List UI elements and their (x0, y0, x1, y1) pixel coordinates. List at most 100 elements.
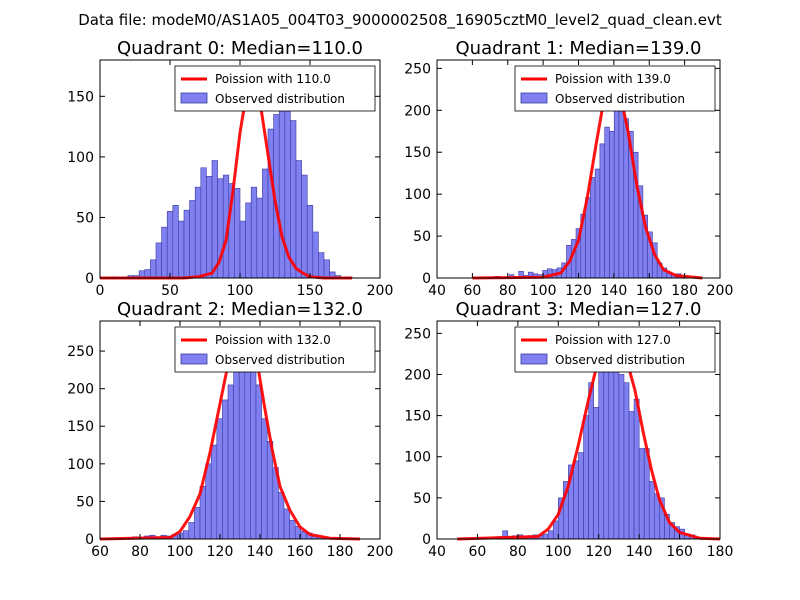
x-tick-label: 150 (297, 283, 324, 299)
histogram-bar (547, 530, 554, 540)
y-tick-label: 50 (413, 491, 431, 507)
histogram-bar (638, 448, 645, 540)
histogram-bar (234, 188, 241, 279)
histogram-bar (216, 418, 223, 540)
y-tick-label: 200 (404, 103, 431, 119)
histogram-bar (250, 186, 258, 279)
x-tick-label: 100 (227, 283, 254, 299)
histogram-bar (194, 507, 201, 540)
subplot-title: Quadrant 1: Median=139.0 (456, 38, 702, 59)
legend-box (514, 65, 716, 112)
legend-bar-swatch (180, 92, 208, 104)
histogram-bar (301, 174, 308, 279)
subplot-quadrant-2: Quadrant 2: Median=132.0 60 80 100 120 140 160… (67, 299, 393, 560)
histogram-bar (318, 252, 325, 279)
y-tick-label: 0 (85, 271, 94, 287)
subplot-quadrant-3: Quadrant 3: Median=127.0 40 60 80 100 120 140 1… (404, 299, 733, 560)
histogram-bar (166, 211, 174, 279)
y-tick-label: 150 (67, 89, 94, 105)
histogram-bar (188, 522, 195, 540)
histogram-bar (588, 382, 594, 540)
x-tick-label: 180 (707, 544, 734, 560)
histogram-bar (245, 202, 252, 279)
y-tick-label: 100 (404, 187, 431, 203)
histogram-bar (603, 353, 610, 540)
y-tick-label: 50 (76, 210, 94, 226)
x-tick-label: 160 (287, 544, 314, 560)
histogram-bar (206, 175, 213, 279)
histogram-bar (306, 205, 314, 279)
histogram-bar (222, 399, 229, 540)
histogram-bar (613, 84, 620, 279)
histogram-bar (618, 110, 625, 279)
histogram-bar (239, 220, 246, 279)
histogram-bar (604, 126, 610, 279)
y-tick-label: 150 (67, 419, 94, 435)
y-tick-label: 250 (404, 326, 431, 342)
x-tick-label: 200 (707, 283, 734, 299)
histogram-bar (256, 197, 263, 279)
legend-entry-poisson: Poission with 132.0 (215, 333, 331, 347)
histogram-bar (211, 160, 218, 279)
histogram-bar (150, 259, 157, 279)
histogram-bar (183, 209, 190, 279)
histogram-bar (323, 259, 330, 279)
legend-box (174, 326, 376, 373)
x-tick-label: 40 (428, 283, 446, 299)
x-tick-label: 120 (207, 544, 234, 560)
x-tick-label: 160 (636, 283, 663, 299)
histogram-bar (599, 143, 605, 279)
histogram-bar (250, 343, 257, 540)
subplot-quadrant-0: Quadrant 0: Median=110.0 0 50 100 150 200 0 50 1… (67, 38, 393, 299)
x-tick-label: 160 (666, 544, 693, 560)
histogram-bar (161, 226, 168, 279)
legend-box (514, 326, 716, 373)
subplot-title: Quadrant 3: Median=127.0 (456, 299, 702, 320)
legend-entry-observed: Observed distribution (215, 353, 345, 367)
legend-entry-observed: Observed distribution (555, 353, 685, 367)
legend: Poission with 139.0 Observed distribution (514, 65, 716, 112)
legend: Poission with 110.0 Observed distribution (174, 65, 376, 112)
x-tick-label: 200 (367, 544, 394, 560)
y-tick-label: 200 (404, 367, 431, 383)
histogram-bar (542, 533, 549, 540)
histogram-bar (238, 358, 246, 540)
legend-entry-observed: Observed distribution (215, 92, 345, 106)
y-tick-label: 250 (404, 61, 431, 77)
histogram-bar (594, 168, 601, 279)
histogram-bar (255, 384, 262, 540)
histogram-bar (200, 167, 207, 279)
x-tick-label: 100 (545, 544, 572, 560)
histogram-bar (623, 118, 629, 279)
histogram-bar (266, 440, 274, 540)
legend-entry-poisson: Poission with 110.0 (215, 72, 331, 86)
x-tick-label: 60 (469, 544, 487, 560)
histogram-bar (172, 205, 179, 279)
y-tick-label: 200 (67, 382, 94, 398)
histogram-bar (552, 520, 559, 540)
y-tick-label: 0 (85, 532, 94, 548)
subplot-title: Quadrant 2: Median=132.0 (117, 299, 363, 320)
histogram-bar (590, 177, 596, 279)
legend-bar-swatch (180, 353, 208, 365)
histogram-bar (628, 411, 635, 540)
histogram-bar (290, 120, 297, 279)
histogram-bar (598, 365, 605, 540)
histogram-bar (648, 481, 655, 540)
y-tick-label: 100 (67, 457, 94, 473)
histogram-bar (289, 519, 296, 540)
histogram-bar (227, 384, 234, 540)
legend-bar-swatch (520, 353, 548, 365)
y-tick-label: 100 (404, 450, 431, 466)
histogram-bar (573, 460, 579, 540)
x-tick-label: 140 (626, 544, 653, 560)
histogram-bar (178, 220, 185, 279)
subplot-grid: Quadrant 0: Median=110.0 0 50 100 150 200 0 50 1… (67, 38, 733, 560)
x-tick-label: 80 (131, 544, 149, 560)
y-tick-label: 100 (67, 150, 94, 166)
y-tick-label: 250 (67, 344, 94, 360)
legend: Poission with 132.0 Observed distribution (174, 326, 376, 373)
y-tick-label: 0 (422, 271, 431, 287)
histogram-bar (578, 452, 584, 540)
